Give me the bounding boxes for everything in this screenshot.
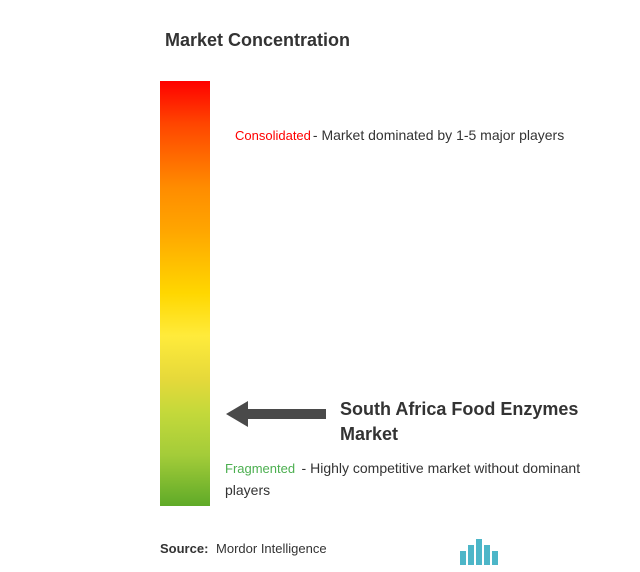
consolidated-annotation: Consolidated - Market dominated by 1-5 m… (235, 127, 564, 143)
market-indicator-arrow (226, 401, 326, 427)
concentration-gradient-bar (160, 81, 210, 506)
consolidated-label: Consolidated (235, 128, 311, 143)
fragmented-annotation: Fragmented - Highly competitive market w… (225, 457, 620, 502)
source-value: Mordor Intelligence (216, 541, 327, 556)
consolidated-description: - Market dominated by 1-5 major players (313, 127, 564, 143)
arrow-line (246, 409, 326, 419)
source-label: Source: (160, 541, 208, 556)
mordor-logo-icon (460, 539, 500, 565)
market-name-label: South Africa Food Enzymes Market (340, 397, 605, 447)
chart-title: Market Concentration (165, 30, 620, 51)
arrow-head-icon (226, 401, 248, 427)
source-attribution: Source: Mordor Intelligence (160, 541, 327, 556)
fragmented-label: Fragmented (225, 461, 295, 476)
